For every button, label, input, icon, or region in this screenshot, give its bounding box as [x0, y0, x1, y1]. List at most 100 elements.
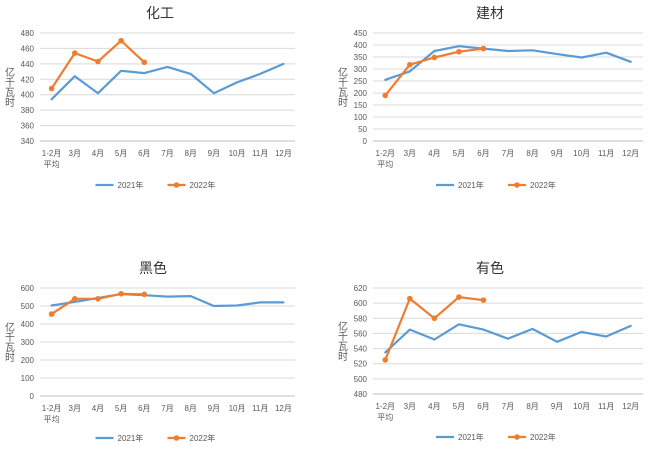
y-axis-label: 亿千瓦时	[5, 66, 15, 109]
y-tick-label: 100	[21, 374, 35, 383]
legend-label: 2022年	[530, 180, 556, 190]
legend-marker	[173, 435, 180, 441]
x-tick-label: 3月	[69, 149, 81, 158]
y-tick-label: 440	[21, 60, 35, 69]
series-line	[384, 45, 632, 81]
x-tick-label: 10月	[229, 149, 246, 158]
y-tick-label: 520	[354, 360, 368, 369]
x-tick-label: 4月	[428, 402, 440, 411]
y-tick-label: 400	[21, 320, 35, 329]
data-point	[407, 295, 413, 302]
chart-panel: 化工 340 360 380 400 420 440 460 480 亿千瓦时 1-2月平均 3月 4月…	[5, 5, 295, 190]
data-point	[431, 315, 438, 322]
chart-title: 黑色	[139, 260, 167, 276]
y-tick-label: 340	[21, 137, 35, 146]
x-tick-label: 5月	[115, 149, 127, 158]
data-point	[118, 37, 124, 44]
y-tick-label: 100	[354, 113, 368, 122]
x-tick-label: 9月	[551, 149, 563, 158]
x-tick-label: 1-2月平均	[375, 402, 395, 422]
x-tick-label: 4月	[92, 149, 104, 158]
x-tick-label: 7月	[161, 149, 173, 158]
x-tick-label: 6月	[477, 149, 489, 158]
x-tick-label: 11月	[252, 149, 268, 158]
y-tick-label: 0	[363, 137, 368, 146]
x-tick-label: 11月	[252, 404, 268, 413]
series-line	[384, 323, 632, 354]
x-tick-label: 10月	[573, 402, 590, 411]
data-point	[141, 59, 148, 66]
x-tick-label: 8月	[526, 402, 538, 411]
x-tick-label: 5月	[453, 402, 465, 411]
y-tick-label: 600	[21, 284, 35, 293]
data-point	[95, 58, 101, 65]
x-tick-label: 11月	[598, 402, 614, 411]
legend-label: 2022年	[190, 180, 216, 190]
data-point	[480, 45, 487, 52]
y-tick-label: 600	[354, 299, 368, 308]
chart-title: 建材	[476, 5, 504, 21]
data-point	[118, 290, 124, 297]
data-point	[141, 291, 148, 298]
x-tick-label: 3月	[404, 149, 416, 158]
y-tick-label: 400	[354, 41, 368, 50]
series-line	[50, 39, 146, 90]
x-tick-label: 5月	[453, 149, 465, 158]
x-tick-label: 10月	[229, 404, 246, 413]
y-tick-label: 480	[21, 29, 35, 38]
x-tick-label: 11月	[598, 149, 614, 158]
chart-title: 有色	[476, 260, 504, 276]
y-tick-label: 560	[354, 329, 368, 338]
x-tick-label: 9月	[551, 402, 563, 411]
legend-marker	[173, 182, 180, 188]
x-tick-label: 8月	[184, 404, 196, 413]
data-point	[95, 296, 101, 302]
data-point	[48, 311, 55, 317]
y-tick-label: 460	[21, 44, 35, 53]
y-tick-label: 450	[354, 29, 368, 38]
data-point	[456, 48, 462, 55]
y-tick-label: 380	[21, 106, 35, 115]
y-tick-label: 50	[358, 125, 367, 134]
y-tick-label: 300	[21, 338, 35, 347]
data-point	[48, 85, 55, 92]
y-tick-label: 420	[21, 75, 35, 84]
y-tick-label: 540	[354, 345, 368, 354]
x-tick-label: 4月	[428, 149, 440, 158]
y-axis-label: 亿千瓦时	[5, 321, 15, 364]
x-tick-label: 7月	[502, 402, 514, 411]
x-tick-label: 3月	[69, 404, 81, 413]
data-point	[480, 297, 487, 303]
x-tick-label: 1-2月平均	[42, 404, 62, 424]
y-tick-label: 200	[354, 89, 368, 98]
data-point	[382, 357, 389, 363]
legend-label: 2021年	[458, 432, 484, 442]
data-point	[456, 294, 462, 300]
x-tick-label: 6月	[138, 149, 150, 158]
series-line	[50, 293, 285, 308]
chart-panel: 建材 0 50 100 150 200 250 300 350 400 450 亿千瓦时 1-2月平均 3…	[338, 5, 643, 190]
legend-marker	[514, 434, 520, 440]
x-tick-label: 4月	[92, 404, 104, 413]
data-point	[71, 50, 78, 56]
x-tick-label: 1-2月平均	[42, 149, 62, 169]
x-tick-label: 12月	[275, 404, 292, 413]
data-point	[407, 61, 413, 68]
y-tick-label: 580	[354, 314, 368, 323]
data-point	[71, 296, 78, 302]
x-tick-label: 9月	[208, 149, 220, 158]
y-tick-label: 620	[354, 284, 368, 293]
y-tick-label: 350	[354, 53, 368, 62]
y-tick-label: 200	[21, 356, 35, 365]
y-tick-label: 150	[354, 101, 368, 110]
x-tick-label: 10月	[573, 149, 590, 158]
y-tick-label: 400	[21, 91, 35, 100]
x-tick-label: 3月	[404, 402, 416, 411]
chart-panel: 黑色 0 100 200 300 400 500 600 亿千瓦时 1-2月平均 3月 4月 5月 6月 7…	[5, 260, 295, 443]
x-tick-label: 9月	[208, 404, 220, 413]
legend-marker	[514, 182, 520, 188]
data-point	[382, 92, 389, 99]
x-tick-label: 7月	[161, 404, 173, 413]
x-tick-label: 7月	[502, 149, 514, 158]
